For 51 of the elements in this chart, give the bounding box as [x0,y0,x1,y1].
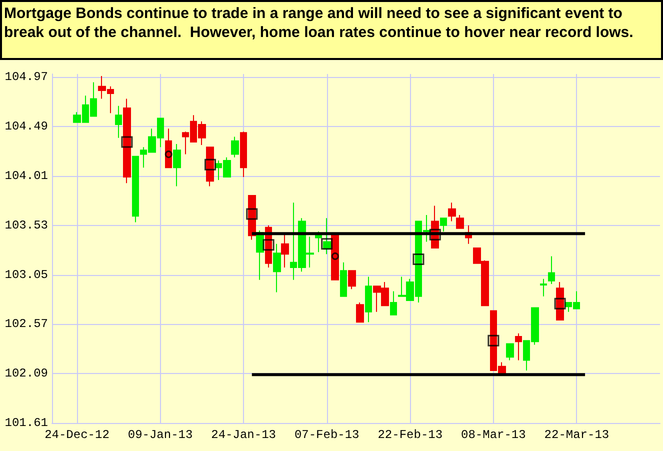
candlestick [448,202,456,222]
y-tick-label: 103.53 [4,218,48,232]
point [321,238,333,250]
candlestick [515,332,522,361]
x-tick-label: 24-Jan-13 [211,428,276,442]
candlestick [281,234,289,268]
y-tick-label: 104.01 [4,168,48,183]
candlestick [540,278,547,297]
point [429,228,441,240]
candlestick [115,105,122,138]
candlestick [548,256,555,285]
point [412,254,424,266]
candlestick [323,218,331,255]
y-tick-label: 103.05 [4,268,48,282]
candlestick [340,262,347,297]
point [331,252,339,260]
candlestick [173,144,181,187]
chart-title: Mortgage Bonds continue to trade in a range and will need to see a significant event to break out of the channel. However, home loan rates continue to hover near record lows. [0,0,663,60]
y-tick-label: 102.09 [4,366,48,381]
candlestick [506,343,514,361]
y-tick-label: 101.61 [4,416,48,430]
candlestick [206,146,214,187]
point [164,150,172,158]
point [121,136,133,148]
point [204,158,216,170]
y-tick-label: 102.57 [4,317,48,332]
x-tick-label: 22-Mar-13 [544,428,610,442]
candlestick [556,281,564,321]
candlestick [231,136,239,158]
x-tick-label: 22-Feb-13 [378,428,443,442]
y-tick-label: 104.97 [4,70,48,84]
x-tick-label: 08-Mar-13 [461,428,526,442]
candlestick [315,231,322,253]
candlestick [356,302,364,323]
candlestick [456,214,464,229]
point [488,334,500,346]
point [246,208,258,220]
point [554,298,566,310]
candlestick [440,218,447,232]
candlestick [123,98,131,184]
x-tick-label: 07-Feb-13 [294,428,360,442]
candlestick [273,243,281,293]
candlestick [390,290,397,316]
x-tick-label: 09-Jan-13 [128,428,193,442]
y-tick-label: 104.49 [4,120,48,134]
candlestick [240,131,247,178]
candlestick [132,156,139,223]
point [262,239,274,251]
x-tick-label: 24-Dec-12 [44,428,110,442]
candlestick [365,276,372,323]
candlestick [348,270,356,290]
